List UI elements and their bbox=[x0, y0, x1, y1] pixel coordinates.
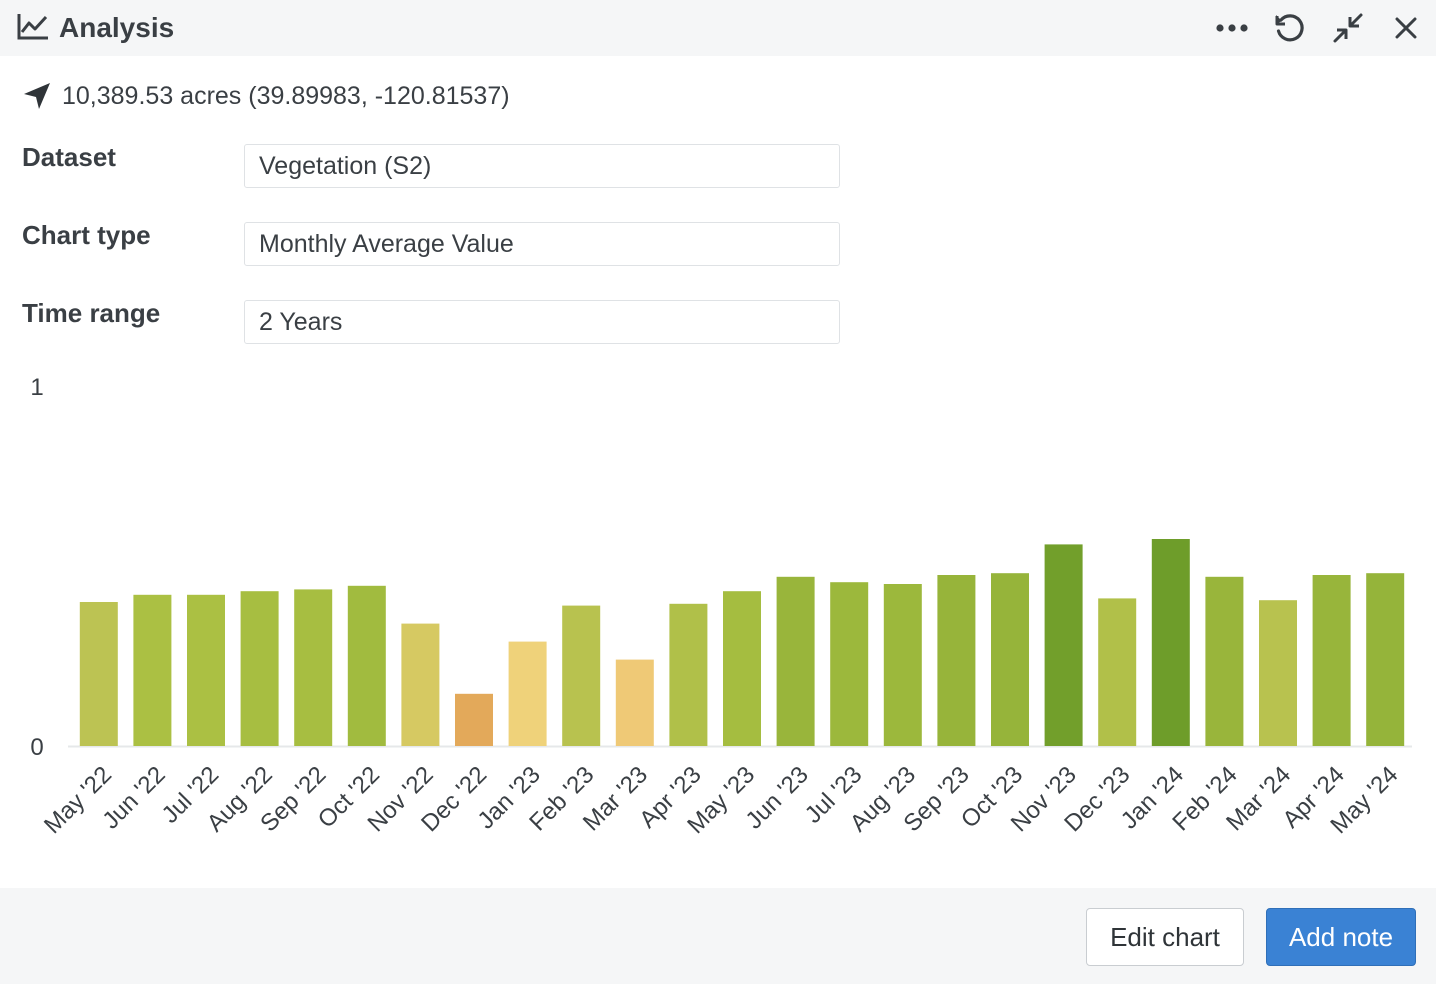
edit-chart-button[interactable]: Edit chart bbox=[1086, 908, 1244, 966]
close-button[interactable] bbox=[1386, 8, 1426, 48]
chart-bar[interactable] bbox=[1259, 600, 1297, 746]
time-range-select[interactable]: 2 Years bbox=[244, 300, 840, 344]
chart-bar[interactable] bbox=[830, 582, 869, 746]
chart-bar[interactable] bbox=[508, 641, 547, 746]
chart-bar[interactable] bbox=[1312, 575, 1351, 746]
chart-bar[interactable] bbox=[562, 605, 601, 746]
location-info: 10,389.53 acres (39.89983, -120.81537) bbox=[22, 76, 510, 116]
chart-bar[interactable] bbox=[723, 591, 761, 746]
bar-chart: 0 1 May '22 Jun '22 Jul '22 Aug '22 Sep '22 Oct… bbox=[0, 360, 1436, 880]
refresh-button[interactable] bbox=[1270, 8, 1310, 48]
chart-type-select[interactable]: Monthly Average Value bbox=[244, 222, 840, 266]
refresh-icon bbox=[1275, 14, 1304, 42]
chart-bar[interactable] bbox=[776, 576, 815, 746]
time-range-label: Time range bbox=[22, 298, 161, 328]
chart-bar[interactable] bbox=[240, 591, 279, 746]
chart-bar[interactable] bbox=[79, 602, 118, 746]
location-text: 10,389.53 acres (39.89983, -120.81537) bbox=[62, 81, 510, 110]
panel-footer: Edit chart Add note bbox=[0, 888, 1436, 984]
chart-bar[interactable] bbox=[1366, 573, 1405, 746]
x-tick-label: May '22 bbox=[39, 761, 117, 839]
panel-title: Analysis bbox=[59, 12, 175, 43]
chart-bar[interactable] bbox=[347, 585, 386, 746]
chart-bar[interactable] bbox=[991, 573, 1029, 746]
chart-bar[interactable] bbox=[615, 659, 654, 746]
chart-bar[interactable] bbox=[401, 623, 440, 746]
dataset-select[interactable]: Vegetation (S2) bbox=[244, 144, 840, 188]
dataset-label: Dataset bbox=[22, 142, 116, 172]
chart-bar[interactable] bbox=[455, 693, 493, 746]
minimize-button[interactable] bbox=[1328, 8, 1368, 48]
chart-bar[interactable] bbox=[669, 603, 708, 746]
add-note-button[interactable]: Add note bbox=[1266, 908, 1416, 966]
collapse-arrows-icon bbox=[1333, 13, 1363, 43]
ellipsis-icon bbox=[1216, 24, 1248, 32]
y-tick-label: 1 bbox=[30, 374, 43, 401]
panel-header: Analysis bbox=[0, 0, 1436, 56]
close-icon bbox=[1395, 17, 1417, 39]
chart-bar[interactable] bbox=[133, 594, 172, 746]
navigation-arrow-icon bbox=[24, 83, 50, 109]
more-options-button[interactable] bbox=[1212, 8, 1252, 48]
chart-bar[interactable] bbox=[1098, 598, 1137, 746]
chart-bar[interactable] bbox=[1151, 539, 1190, 746]
chart-bar[interactable] bbox=[294, 589, 333, 746]
y-tick-label: 0 bbox=[30, 734, 43, 761]
chart-bar[interactable] bbox=[1205, 576, 1244, 746]
chart-type-label: Chart type bbox=[22, 220, 151, 250]
chart-bar[interactable] bbox=[937, 575, 976, 746]
chart-bar[interactable] bbox=[1044, 544, 1083, 746]
chart-bar[interactable] bbox=[187, 594, 225, 746]
chart-bar[interactable] bbox=[883, 584, 922, 746]
line-chart-icon bbox=[16, 12, 50, 42]
